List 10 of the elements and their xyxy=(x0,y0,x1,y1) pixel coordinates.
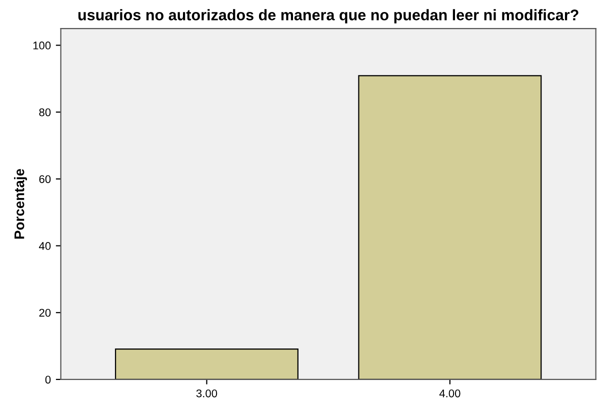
y-tick-label: 0 xyxy=(45,376,51,384)
y-tick-label: 20 xyxy=(39,308,51,317)
y-tick-label: 100 xyxy=(33,42,51,50)
x-tick-label: 4.00 xyxy=(439,389,460,398)
y-tick-label: 80 xyxy=(39,108,51,116)
y-tick-label: 60 xyxy=(39,175,51,184)
x-tick-label: 3.00 xyxy=(196,389,218,398)
chart-title: usuarios no autorizados de manera que no puedan leer ni modificar? xyxy=(78,9,578,24)
y-axis-title: Porcentaje xyxy=(14,168,27,239)
y-tick-label: 40 xyxy=(38,242,51,250)
